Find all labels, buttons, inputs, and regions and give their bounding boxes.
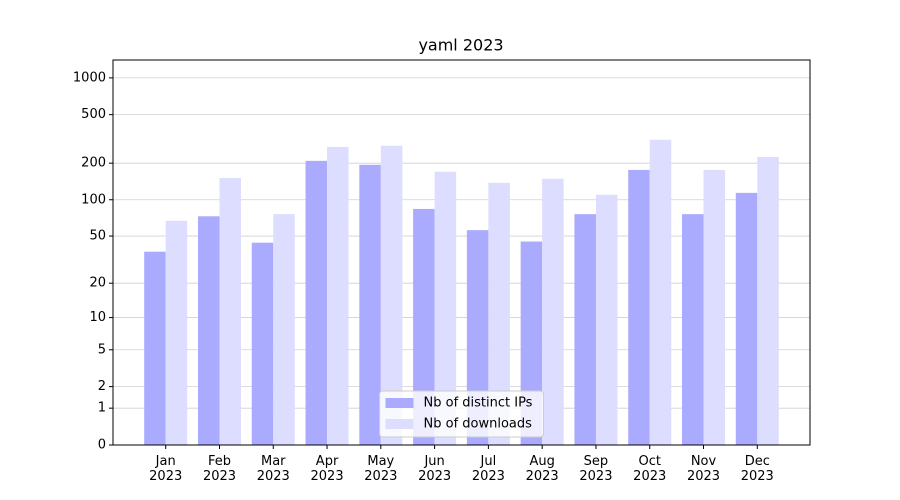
bar [273, 214, 295, 445]
x-tick-label: Jun 2023 [418, 454, 452, 484]
bar [305, 160, 328, 445]
bar [488, 182, 510, 445]
legend-swatch [385, 419, 414, 429]
y-tick-label: 10 [89, 310, 106, 325]
bar [413, 208, 435, 445]
legend-label: Nb of distinct IPs [424, 396, 533, 411]
bar [703, 169, 726, 445]
bar [735, 192, 758, 445]
plot-frame [112, 59, 811, 446]
bar [165, 220, 188, 445]
x-tick-label: Apr 2023 [310, 454, 344, 484]
y-tick-label: 20 [89, 276, 106, 291]
bar [628, 169, 650, 445]
x-tick-label: Oct 2023 [633, 454, 667, 484]
y-tick-label: 100 [81, 192, 106, 207]
y-tick-label: 1000 [73, 70, 106, 85]
x-tick-label: Sep 2023 [579, 454, 613, 484]
bar [542, 178, 564, 445]
x-tick-label: Mar 2023 [256, 454, 290, 484]
bar [251, 242, 274, 445]
bar [219, 178, 241, 445]
legend: Nb of distinct IPs Nb of downloads [379, 390, 544, 438]
x-tick-label: Jan 2023 [149, 454, 183, 484]
bar [595, 194, 618, 445]
bar [359, 164, 381, 445]
legend-swatch [385, 398, 414, 408]
y-tick-label: 2 [98, 379, 106, 394]
x-tick-label: May 2023 [364, 454, 398, 484]
y-tick-label: 5 [98, 342, 106, 357]
y-tick-label: 50 [89, 229, 106, 244]
y-tick-label: 0 [98, 438, 106, 453]
legend-label: Nb of downloads [424, 417, 533, 432]
y-tick-label: 1 [98, 401, 106, 416]
bar [574, 214, 596, 445]
x-tick-label: Dec 2023 [740, 454, 774, 484]
bar [327, 146, 349, 445]
bar [144, 251, 166, 445]
chart-title: yaml 2023 [418, 36, 503, 55]
x-tick-label: Nov 2023 [686, 454, 721, 484]
x-tick-label: Feb 2023 [202, 454, 237, 484]
x-tick-label: Aug 2023 [525, 454, 559, 484]
x-tick-label: Jul 2023 [471, 454, 505, 484]
legend-box [379, 390, 544, 438]
bar [197, 216, 220, 445]
bar [649, 139, 672, 446]
bar [434, 171, 457, 446]
bar [380, 145, 403, 445]
bar [757, 156, 779, 445]
y-tick-label: 500 [81, 107, 106, 122]
y-tick-label: 200 [81, 156, 106, 171]
bar [682, 214, 704, 445]
